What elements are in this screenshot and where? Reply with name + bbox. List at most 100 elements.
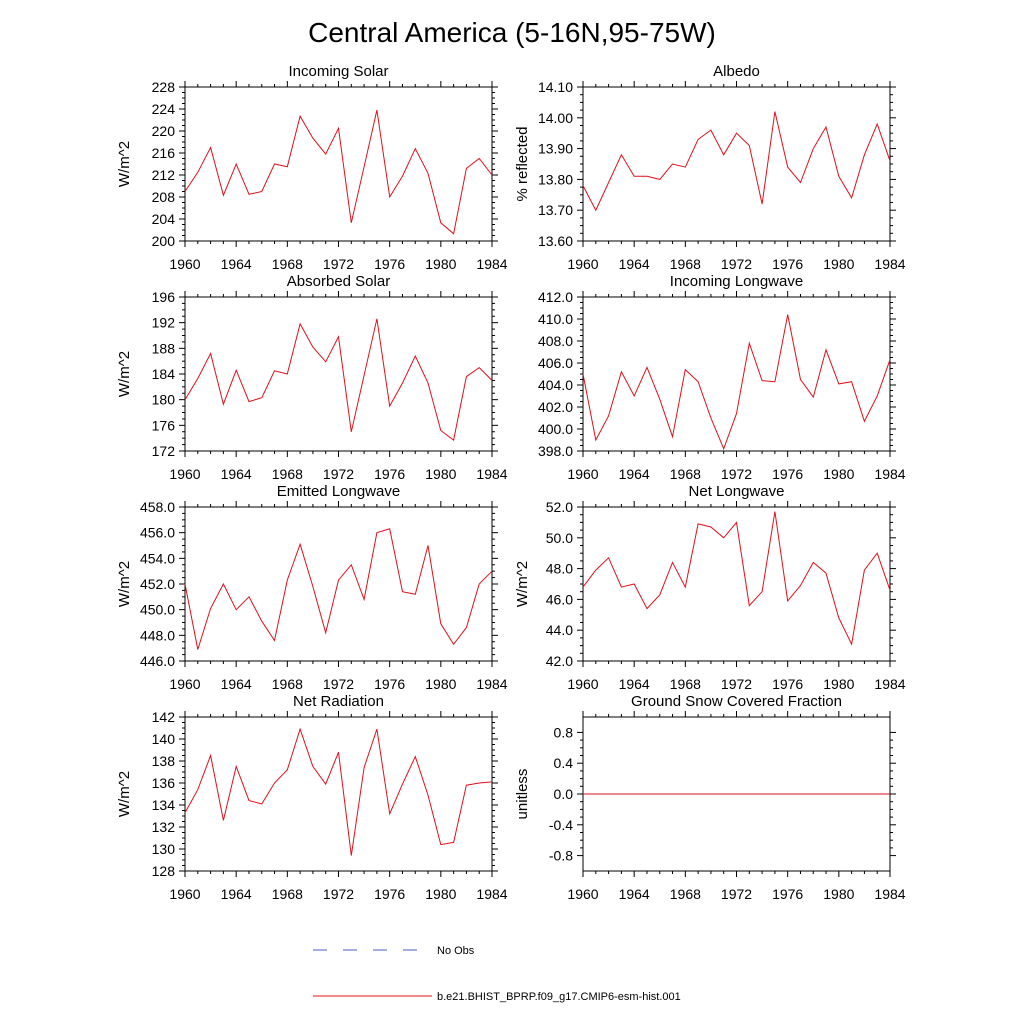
y-tick-label: 412.0: [538, 289, 573, 305]
y-tick-label: 0.8: [554, 724, 574, 740]
y-tick-label: 200: [152, 233, 176, 249]
y-tick-label: 13.80: [538, 171, 573, 187]
x-tick-label: 1964: [221, 466, 252, 482]
x-tick-label: 1984: [476, 886, 507, 902]
x-tick-label: 1964: [221, 886, 252, 902]
x-tick-label: 1976: [374, 256, 405, 272]
panel-4: Emitted Longwave 1960 1964 1968 1972 1976 1980…: [116, 483, 508, 692]
y-tick-label: 128: [152, 863, 176, 879]
y-tick-label: 224: [152, 101, 176, 117]
y-tick-label: 398.0: [538, 443, 573, 459]
y-tick-label: 404.0: [538, 377, 573, 393]
y-tick-label: 13.70: [538, 202, 573, 218]
panel-title: Incoming Longwave: [670, 273, 803, 290]
y-tick-label: 212: [152, 167, 176, 183]
panel-6: Net Radiation 1960 1964 1968 1972 1976 1980 198…: [116, 693, 508, 902]
x-tick-label: 1960: [169, 886, 200, 902]
x-tick-label: 1972: [323, 256, 354, 272]
y-axis-label: W/m^2: [116, 351, 133, 397]
x-tick-label: 1976: [374, 676, 405, 692]
y-tick-label: -0.4: [549, 817, 573, 833]
x-tick-label: 1968: [670, 676, 701, 692]
series-line: [184, 318, 493, 441]
plot-frame: [582, 506, 891, 662]
x-tick-label: 1960: [567, 256, 598, 272]
x-tick-label: 1976: [374, 466, 405, 482]
y-tick-label: 458.0: [140, 499, 175, 515]
plot-frame: [184, 506, 493, 662]
y-tick-label: 180: [152, 392, 176, 408]
y-tick-label: 176: [152, 417, 176, 433]
x-tick-label: 1972: [721, 256, 752, 272]
x-tick-label: 1980: [823, 886, 854, 902]
x-tick-label: 1960: [567, 466, 598, 482]
x-tick-label: 1964: [221, 256, 252, 272]
y-axis-label: W/m^2: [514, 561, 531, 607]
y-axis-label: % reflected: [514, 126, 531, 201]
x-tick-label: 1976: [772, 886, 803, 902]
x-tick-label: 1976: [374, 886, 405, 902]
series-line: [184, 109, 493, 235]
y-tick-label: 52.0: [546, 499, 573, 515]
y-tick-label: 142: [152, 709, 176, 725]
panel-title: Incoming Solar: [288, 63, 388, 80]
y-tick-label: 220: [152, 123, 176, 139]
y-tick-label: 192: [152, 315, 176, 331]
y-tick-label: 448.0: [140, 627, 175, 643]
x-tick-label: 1976: [772, 466, 803, 482]
main-title: Central America (5-16N,95-75W): [308, 17, 716, 48]
legend-label-model: b.e21.BHIST_BPRP.f09_g17.CMIP6-esm-hist.…: [437, 991, 681, 1003]
x-tick-label: 1968: [670, 886, 701, 902]
x-tick-label: 1968: [670, 466, 701, 482]
plot-frame: [184, 296, 493, 452]
x-tick-label: 1984: [476, 256, 507, 272]
x-tick-label: 1980: [425, 256, 456, 272]
x-tick-label: 1968: [272, 676, 303, 692]
y-tick-label: 140: [152, 731, 176, 747]
x-tick-label: 1984: [874, 886, 905, 902]
y-tick-label: 14.00: [538, 110, 573, 126]
x-tick-label: 1964: [619, 256, 650, 272]
x-tick-label: 1984: [476, 466, 507, 482]
y-tick-label: 400.0: [538, 421, 573, 437]
y-tick-label: 196: [152, 289, 176, 305]
y-tick-label: 14.10: [538, 79, 573, 95]
x-tick-label: 1976: [772, 676, 803, 692]
y-tick-label: 184: [152, 366, 176, 382]
y-tick-label: 132: [152, 819, 176, 835]
x-tick-label: 1964: [619, 886, 650, 902]
y-axis-label: W/m^2: [116, 561, 133, 607]
series-line: [184, 727, 493, 856]
y-tick-label: 130: [152, 841, 176, 857]
panel-2: Absorbed Solar 1960 1964 1968 1972 1976 1980 19…: [116, 273, 508, 482]
panel-3: Incoming Longwave 1960 1964 1968 1972 1976 198…: [538, 273, 906, 482]
x-tick-label: 1976: [772, 256, 803, 272]
x-tick-label: 1964: [221, 676, 252, 692]
panel-title: Net Radiation: [293, 693, 384, 710]
plot-frame: [582, 86, 891, 242]
y-tick-label: 46.0: [546, 591, 573, 607]
x-tick-label: 1984: [874, 466, 905, 482]
y-tick-label: 408.0: [538, 333, 573, 349]
y-tick-label: 172: [152, 443, 176, 459]
panel-7: Ground Snow Covered Fraction 1960 1964 1968…: [514, 693, 906, 902]
panel-5: Net Longwave 1960 1964 1968 1972 1976 1980 1984…: [514, 483, 906, 692]
x-tick-label: 1984: [476, 676, 507, 692]
y-tick-label: 134: [152, 797, 176, 813]
x-tick-label: 1960: [567, 886, 598, 902]
x-tick-label: 1980: [425, 466, 456, 482]
panel-0: Incoming Solar 1960 1964 1968 1972 1976 1980 19…: [116, 63, 508, 272]
plot-frame: [582, 296, 891, 452]
y-tick-label: 452.0: [140, 576, 175, 592]
x-tick-label: 1968: [272, 886, 303, 902]
series-line: [582, 314, 891, 451]
y-tick-label: 456.0: [140, 525, 175, 541]
y-tick-label: 50.0: [546, 530, 573, 546]
y-tick-label: 446.0: [140, 653, 175, 669]
x-tick-label: 1972: [721, 886, 752, 902]
x-tick-label: 1960: [169, 256, 200, 272]
panel-title: Albedo: [713, 63, 760, 80]
x-tick-label: 1960: [169, 466, 200, 482]
y-tick-label: 136: [152, 775, 176, 791]
